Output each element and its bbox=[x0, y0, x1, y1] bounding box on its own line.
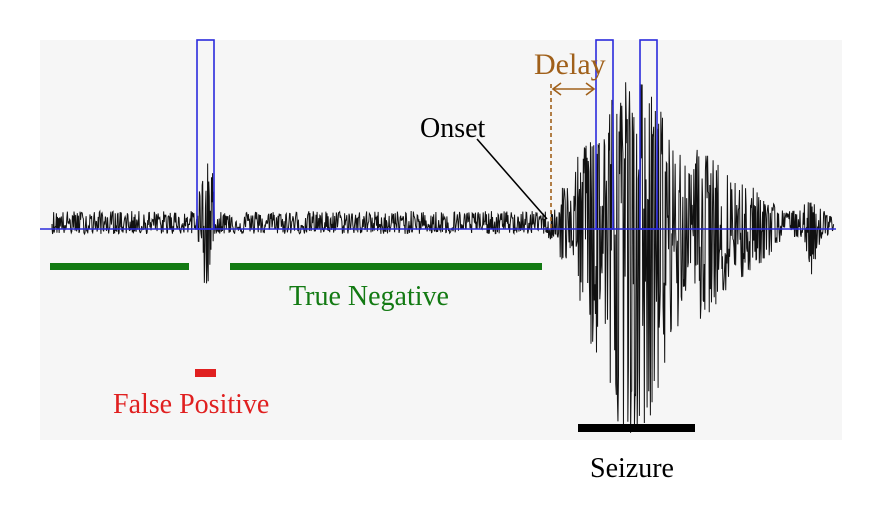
detection-window-false-positive bbox=[196, 39, 215, 230]
plot-background bbox=[40, 40, 842, 440]
seizure-bar bbox=[578, 424, 695, 432]
onset-pointer-line bbox=[476, 138, 548, 220]
detection-window-seizure-2 bbox=[639, 39, 658, 230]
eeg-signal-trace bbox=[51, 82, 835, 433]
delay-arrow bbox=[551, 82, 596, 96]
true-negative-bar-1 bbox=[50, 263, 189, 270]
detection-window-seizure-1 bbox=[595, 39, 614, 230]
false-positive-label: False Positive bbox=[113, 389, 269, 420]
seizure-label: Seizure bbox=[590, 453, 674, 484]
false-positive-bar bbox=[195, 369, 216, 377]
delay-label: Delay bbox=[534, 48, 606, 81]
true-negative-bar-2 bbox=[230, 263, 542, 270]
onset-label: Onset bbox=[420, 113, 486, 144]
true-negative-label: True Negative bbox=[289, 281, 449, 312]
